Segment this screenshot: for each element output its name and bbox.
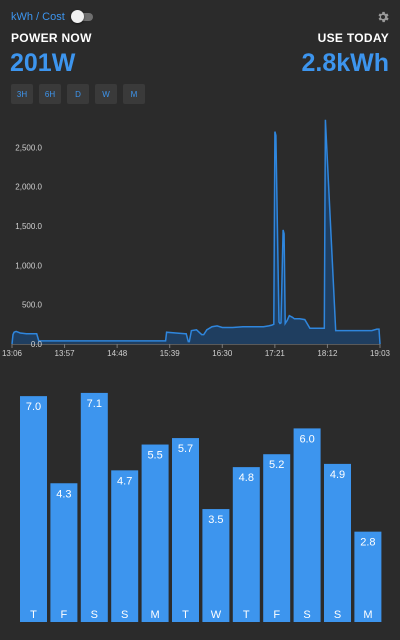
bar-day-label: S [334, 609, 341, 621]
bar-day-label: M [363, 609, 372, 621]
day-bar[interactable] [80, 392, 108, 622]
x-tick-label: 15:39 [160, 349, 181, 358]
range-button-month[interactable]: M [123, 84, 145, 104]
power-now-value: 201W [10, 49, 76, 77]
bar-value-label: 5.5 [147, 450, 162, 462]
y-tick-label: 1,000.0 [15, 261, 42, 270]
range-button-week[interactable]: W [95, 84, 117, 104]
bar-value-label: 2.8 [360, 537, 375, 549]
use-today-title: USE TODAY [317, 31, 389, 45]
unit-toggle-label: kWh / Cost [11, 11, 65, 23]
power-now-title: POWER NOW [11, 31, 92, 45]
y-tick-label: 0.0 [31, 340, 43, 349]
day-bar[interactable] [354, 531, 382, 622]
bar-day-label: S [303, 609, 310, 621]
bar-value-label: 3.5 [208, 514, 223, 526]
day-bar[interactable] [202, 509, 230, 622]
x-tick-label: 19:03 [370, 349, 391, 358]
day-bar[interactable] [172, 438, 199, 622]
x-tick-label: 16:30 [212, 349, 233, 358]
bar-day-label: S [121, 609, 128, 621]
bar-value-label: 6.0 [299, 433, 314, 445]
unit-toggle-switch[interactable] [70, 10, 95, 24]
x-tick-label: 17:21 [265, 349, 286, 358]
bar-day-label: T [30, 609, 37, 621]
y-tick-label: 2,000.0 [15, 183, 42, 192]
power-series-line [11, 119, 381, 345]
day-bar[interactable] [263, 454, 291, 622]
use-today-value: 2.8kWh [301, 49, 389, 77]
x-tick-label: 14:48 [107, 349, 128, 358]
bar-value-label: 4.3 [56, 488, 71, 500]
x-tick-label: 13:06 [2, 349, 23, 358]
day-bar[interactable] [50, 483, 78, 622]
day-bar[interactable] [141, 444, 169, 622]
bar-value-label: 4.8 [239, 472, 254, 484]
y-tick-label: 500.0 [22, 301, 43, 310]
day-bar[interactable] [324, 463, 351, 622]
day-bar[interactable] [293, 428, 321, 622]
bar-value-label: 4.9 [330, 469, 345, 481]
y-tick-label: 2,500.0 [15, 143, 42, 152]
power-line-chart[interactable]: 0.0 500.0 1,000.0 1,500.0 2,000.0 2,500.0 13:0… [0, 108, 400, 358]
bar-value-label: 5.7 [178, 443, 193, 455]
bar-day-label: F [61, 609, 68, 621]
unit-toggle[interactable]: kWh / Cost [11, 10, 95, 24]
bar-day-label: W [211, 609, 222, 621]
bar-value-label: 7.1 [87, 398, 102, 410]
daily-usage-bar-chart[interactable]: 7.0 T 4.3 F 7.1 S 4.7 S 5.5 M 5.7 T 3.5 W 4.8 T 5.2 F 6.0 S… [0, 380, 400, 635]
day-bar[interactable] [232, 467, 260, 622]
x-tick-label: 18:12 [317, 349, 338, 358]
bar-day-label: T [243, 609, 250, 621]
range-button-6h[interactable]: 6H [39, 84, 61, 104]
x-tick-label: 13:57 [55, 349, 76, 358]
bar-value-label: 5.2 [269, 459, 284, 471]
range-button-3h[interactable]: 3H [11, 84, 33, 104]
bar-day-label: S [91, 609, 98, 621]
range-selector: 3H 6H D W M [11, 84, 145, 104]
bar-day-label: T [182, 609, 189, 621]
day-bar[interactable] [111, 470, 139, 622]
bar-value-label: 4.7 [117, 475, 132, 487]
bar-day-label: M [151, 609, 160, 621]
range-button-day[interactable]: D [67, 84, 89, 104]
bar-day-label: F [273, 609, 280, 621]
bar-value-label: 7.0 [26, 401, 41, 413]
y-tick-label: 1,500.0 [15, 222, 42, 231]
day-bar[interactable] [20, 396, 47, 622]
gear-icon[interactable] [376, 10, 390, 24]
